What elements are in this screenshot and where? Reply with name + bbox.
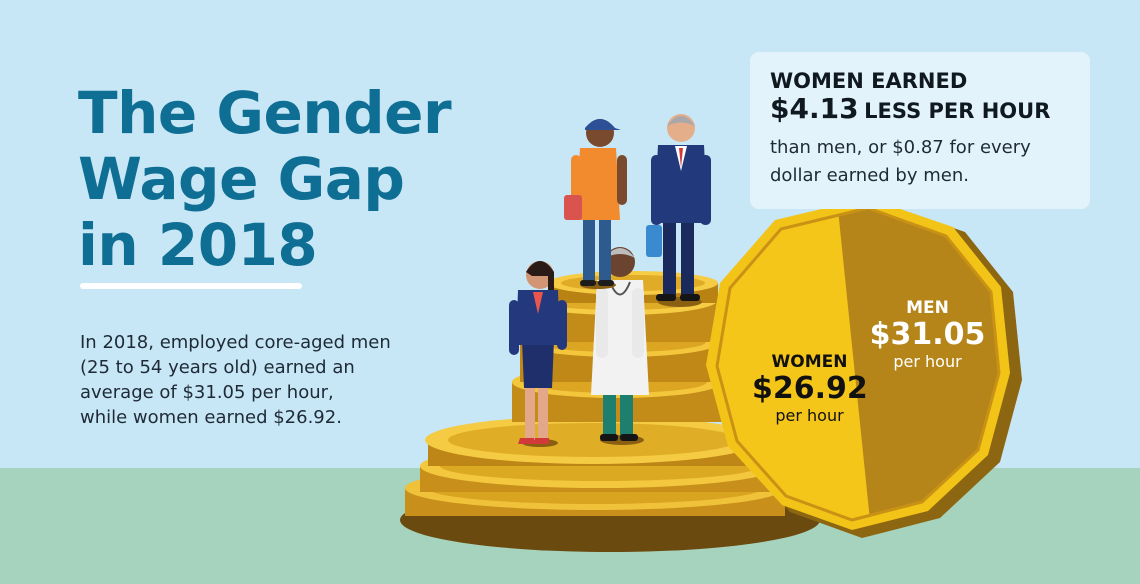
callout-body: than men, or $0.87 for every dollar earn…: [770, 134, 1070, 190]
page-title: The Gender Wage Gap in 2018: [78, 79, 452, 279]
women-label: WOMEN: [771, 352, 848, 372]
title-line-3: in 2018: [78, 211, 318, 279]
men-label: MEN: [906, 298, 949, 318]
men-wage-label: MEN $31.05 per hour: [865, 298, 990, 371]
doctor-illustration: [591, 247, 649, 445]
intro-paragraph: In 2018, employed core-aged men (25 to 5…: [80, 330, 460, 430]
callout-heading-amount-line: $4.13 LESS PER HOUR: [770, 94, 1070, 128]
intro-line-1: In 2018, employed core-aged men: [80, 332, 391, 353]
intro-line-3: average of $31.05 per hour,: [80, 382, 334, 403]
large-coin-illustration: [706, 198, 1022, 538]
callout-body-line-2: dollar earned by men.: [770, 165, 969, 186]
intro-line-4: while women earned $26.92.: [80, 407, 342, 428]
women-unit: per hour: [775, 406, 844, 425]
intro-line-2: (25 to 54 years old) earned an: [80, 357, 355, 378]
title-line-2: Wage Gap: [78, 145, 405, 213]
woman-professional-illustration: [509, 261, 567, 447]
businessman-illustration: [646, 114, 711, 307]
title-underline-divider: [80, 283, 302, 289]
men-amount: $31.05: [869, 317, 986, 352]
worker-illustration: [564, 119, 627, 289]
wage-gap-callout: WOMEN EARNED $4.13 LESS PER HOUR than me…: [750, 52, 1090, 209]
callout-heading: WOMEN EARNED: [770, 69, 968, 93]
callout-amount: $4.13: [770, 92, 859, 125]
men-unit: per hour: [893, 352, 962, 371]
women-amount: $26.92: [752, 371, 868, 406]
callout-body-line-1: than men, or $0.87 for every: [770, 137, 1031, 158]
title-line-1: The Gender: [78, 79, 452, 147]
callout-heading-rest: LESS PER HOUR: [864, 99, 1051, 123]
women-wage-label: WOMEN $26.92 per hour: [752, 352, 868, 425]
